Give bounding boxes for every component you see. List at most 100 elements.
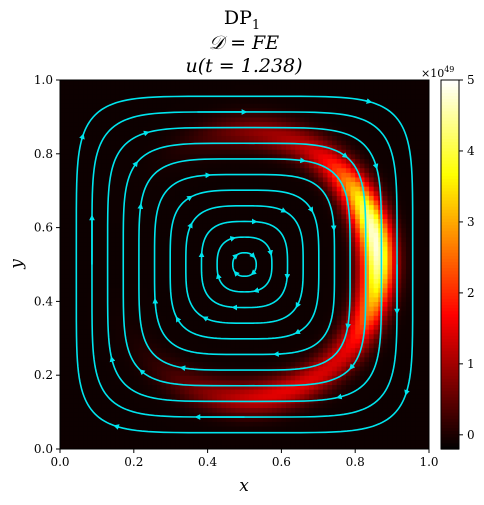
heat-cell (262, 425, 269, 432)
heat-cell (230, 163, 236, 169)
heat-cell (92, 167, 98, 173)
heat-cell (124, 89, 130, 95)
heat-cell (83, 425, 89, 432)
heat-cell (212, 158, 218, 164)
heat-cell (249, 370, 255, 376)
heat-cell (286, 176, 292, 183)
heat-cell (336, 407, 342, 413)
heat-cell (290, 435, 296, 441)
heat-cell (184, 315, 190, 321)
heat-cell (202, 153, 209, 160)
heat-cell (272, 190, 278, 196)
heat-cell (161, 250, 167, 256)
heat-cell (138, 93, 144, 100)
heat-cell (221, 393, 227, 399)
heat-cell (78, 163, 84, 169)
heat-cell (322, 282, 329, 289)
heat-cell (175, 135, 181, 141)
heat-cell (272, 181, 278, 187)
heat-cell (156, 121, 163, 127)
heat-cell (281, 407, 287, 413)
heat-cell (230, 269, 236, 275)
heat-cell (226, 273, 232, 279)
heat-cell (299, 232, 306, 238)
heat-cell (341, 116, 347, 123)
heat-cell (286, 389, 292, 395)
heat-cell (221, 186, 227, 192)
heat-cell (309, 435, 315, 441)
heat-cell (147, 296, 153, 302)
heat-cell (175, 425, 181, 432)
heat-cell (244, 153, 250, 160)
heat-cell (147, 126, 153, 132)
heat-cell (189, 139, 195, 146)
heat-cell (175, 213, 181, 219)
heat-cell (179, 209, 186, 215)
heat-cell (198, 389, 204, 395)
heat-cell (152, 218, 158, 224)
heat-cell (207, 218, 213, 224)
heat-cell (299, 139, 306, 146)
heat-cell (69, 227, 75, 233)
heat-cell (175, 278, 181, 284)
heat-cell (258, 264, 264, 270)
heat-cell (78, 116, 84, 123)
heat-cell (230, 158, 236, 164)
heat-cell (235, 407, 241, 413)
heat-cell (83, 333, 89, 339)
heat-cell (166, 435, 172, 441)
heat-cell (133, 250, 140, 256)
heat-cell (110, 84, 116, 90)
heat-cell (87, 319, 93, 326)
heat-cell (106, 319, 112, 326)
heat-cell (267, 241, 273, 247)
heat-cell (189, 389, 195, 395)
heat-cell (221, 218, 227, 224)
heat-cell (193, 195, 199, 201)
heat-cell (175, 402, 181, 409)
heat-cell (267, 116, 273, 123)
heat-cell (327, 232, 333, 238)
heat-cell (147, 384, 153, 390)
heat-cell (281, 139, 287, 146)
heat-cell (189, 149, 195, 155)
heat-cell (239, 190, 246, 196)
heat-cell (152, 375, 158, 381)
heat-cell (212, 278, 218, 284)
heat-cell (83, 167, 89, 173)
heat-cell (309, 135, 315, 141)
heat-cell (161, 130, 167, 136)
heat-cell (299, 213, 306, 219)
heat-cell (83, 218, 89, 224)
heat-cell (73, 149, 80, 155)
heat-cell (179, 241, 186, 247)
heat-cell (83, 439, 89, 445)
heat-cell (189, 282, 195, 289)
heat-cell (124, 167, 130, 173)
heat-cell (235, 149, 241, 155)
heat-cell (184, 402, 190, 409)
heat-cell (170, 209, 176, 215)
heat-cell (175, 306, 181, 312)
heat-cell (166, 370, 172, 376)
heat-cell (129, 421, 135, 427)
heat-cell (281, 421, 287, 427)
heat-cell (64, 379, 70, 386)
heat-cell (299, 80, 306, 86)
heat-cell (138, 107, 144, 113)
heat-cell (230, 80, 236, 86)
heat-cell (299, 310, 306, 316)
heat-cell (69, 412, 75, 418)
heat-cell (226, 144, 232, 150)
heat-cell (249, 213, 255, 219)
heat-cell (276, 412, 282, 418)
heat-cell (295, 167, 301, 173)
heat-cell (212, 435, 218, 441)
heat-cell (304, 412, 310, 418)
heat-cell (327, 315, 333, 321)
heat-cell (96, 167, 103, 173)
heat-cell (96, 246, 103, 252)
heat-cell (69, 209, 75, 215)
heat-cell (299, 439, 306, 445)
heat-cell (147, 393, 153, 399)
